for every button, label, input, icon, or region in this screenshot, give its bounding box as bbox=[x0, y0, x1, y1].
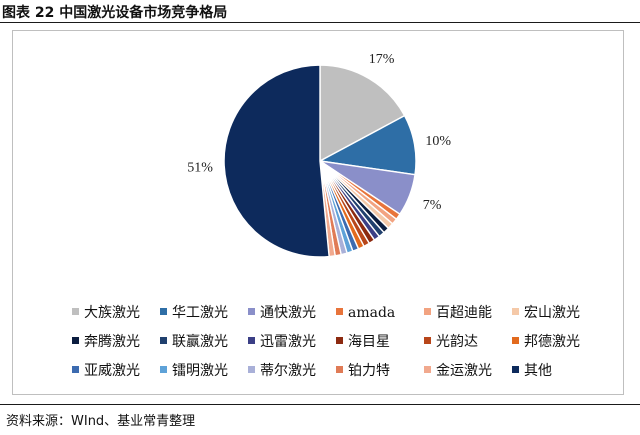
legend-label-14: 镭明激光 bbox=[172, 362, 228, 379]
bottom-rule bbox=[0, 404, 640, 405]
slice-1 bbox=[319, 64, 406, 163]
legend-label-4: amada bbox=[348, 305, 395, 321]
legend-label-13: 亚威激光 bbox=[84, 362, 140, 379]
legend-label-6: 宏山激光 bbox=[524, 304, 580, 321]
legend-swatch-17 bbox=[424, 366, 431, 373]
legend-swatch-2 bbox=[160, 308, 167, 315]
legend-swatch-3 bbox=[248, 308, 255, 315]
legend-label-10: 海目星 bbox=[348, 334, 390, 350]
legend-label-12: 邦德激光 bbox=[524, 333, 580, 350]
legend-label-2: 华工激光 bbox=[172, 304, 228, 321]
slice-18 bbox=[223, 64, 330, 258]
legend-swatch-11 bbox=[424, 337, 431, 344]
legend-swatch-13 bbox=[72, 366, 79, 373]
legend-label-11: 光韵达 bbox=[436, 334, 478, 350]
slice-1-label: 17% bbox=[369, 52, 395, 67]
slice-18-label: 51% bbox=[187, 161, 213, 176]
slice-2-label: 10% bbox=[425, 134, 451, 149]
top-rule bbox=[0, 22, 640, 23]
legend-swatch-8 bbox=[160, 337, 167, 344]
legend-label-1: 大族激光 bbox=[84, 304, 140, 321]
legend-swatch-1 bbox=[72, 308, 79, 315]
legend-label-18: 其他 bbox=[524, 363, 552, 379]
legend-swatch-6 bbox=[512, 308, 519, 315]
legend-swatch-10 bbox=[336, 337, 343, 344]
legend-swatch-7 bbox=[72, 337, 79, 344]
legend-label-15: 蒂尔激光 bbox=[260, 362, 316, 379]
pie-slices bbox=[223, 64, 417, 258]
slice-3-label: 7% bbox=[423, 198, 442, 213]
legend-swatch-9 bbox=[248, 337, 255, 344]
legend-swatch-18 bbox=[512, 366, 519, 373]
legend-label-7: 奔腾激光 bbox=[84, 333, 140, 350]
legend-label-8: 联赢激光 bbox=[172, 333, 228, 350]
legend-swatch-5 bbox=[424, 308, 431, 315]
legend-swatch-4 bbox=[336, 308, 343, 315]
legend-label-9: 迅雷激光 bbox=[260, 333, 316, 350]
legend-label-17: 金运激光 bbox=[436, 362, 492, 379]
legend-label-5: 百超迪能 bbox=[436, 305, 492, 321]
legend-swatch-14 bbox=[160, 366, 167, 373]
legend-swatch-12 bbox=[512, 337, 519, 344]
slice-labels: 17% 10% 7% 51% bbox=[187, 52, 451, 213]
source-note: 资料来源：WInd、基业常青整理 bbox=[6, 414, 196, 429]
legend-swatch-16 bbox=[336, 366, 343, 373]
legend-label-3: 通快激光 bbox=[260, 304, 316, 321]
legend-label-16: 铂力特 bbox=[348, 363, 390, 379]
figure-title: 图表 22 中国激光设备市场竞争格局 bbox=[2, 5, 228, 21]
legend-swatch-15 bbox=[248, 366, 255, 373]
